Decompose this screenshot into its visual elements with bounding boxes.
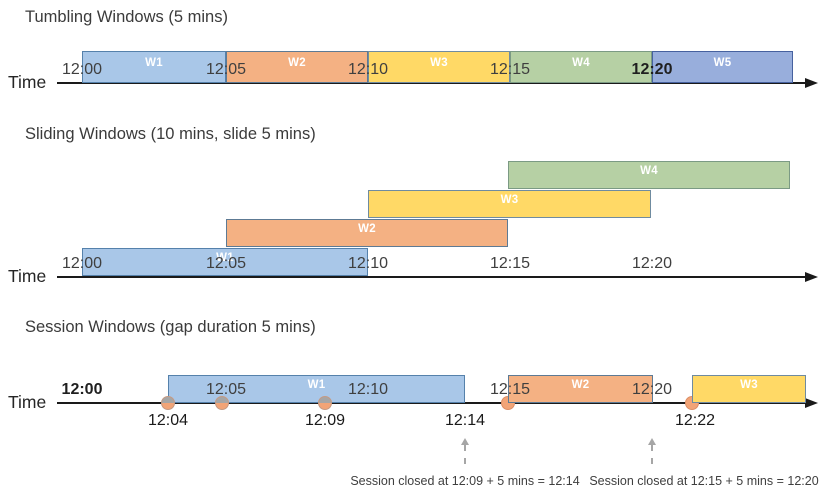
tick-label: 12:05 (205, 61, 247, 78)
time-axis-label: Time (8, 266, 47, 286)
window-bar-tumbling-w4: W4 (510, 51, 652, 83)
tick-label: 12:15 (489, 381, 531, 398)
window-bar-tumbling-w5: W5 (652, 51, 793, 83)
tick-label: 12:10 (347, 61, 389, 78)
time-axis (57, 82, 806, 84)
time-axis (57, 276, 806, 278)
window-bar-session-w3: W3 (692, 375, 806, 403)
tick-label: 12:20 (631, 255, 673, 272)
window-bar-label: W3 (430, 57, 448, 69)
tick-label: 12:00 (61, 61, 103, 78)
window-bar-label: W1 (145, 57, 163, 69)
arrow-dashed-tail (651, 445, 657, 464)
window-bar-sliding-w3: W3 (368, 190, 651, 218)
tick-label: 12:10 (347, 381, 389, 398)
section-title-sliding: Sliding Windows (10 mins, slide 5 mins) (25, 125, 316, 143)
window-bar-label: W1 (216, 252, 234, 264)
window-bar-session-w2: W2 (508, 375, 653, 403)
tick-label: 12:00 (61, 381, 103, 398)
arrow-up-head-icon (461, 438, 469, 445)
event-time-label: 12:22 (674, 412, 716, 429)
annotation-text: Session closed at 12:09 + 5 mins = 12:14 (350, 474, 580, 488)
event-dot (161, 396, 175, 410)
window-bar-label: W5 (713, 57, 732, 69)
axis-arrow-icon (805, 398, 818, 408)
window-bar-label: W2 (358, 223, 376, 235)
axis-arrow-icon (805, 272, 818, 282)
tick-label: 12:00 (61, 255, 103, 272)
tick-label: 12:10 (347, 255, 389, 272)
event-dot (318, 396, 332, 410)
event-dot (215, 396, 229, 410)
tick-label: 12:05 (205, 381, 247, 398)
window-bar-label: W2 (571, 379, 590, 391)
window-bar-sliding-w2: W2 (226, 219, 508, 247)
window-bar-label: W1 (307, 379, 326, 391)
time-axis-label: Time (8, 392, 47, 412)
tick-label: 12:05 (205, 255, 247, 272)
annotation-arrow-icon (647, 438, 657, 464)
window-bar-sliding-w4: W4 (508, 161, 790, 189)
window-bar-tumbling-w3: W3 (368, 51, 510, 83)
tick-label: 12:15 (489, 255, 531, 272)
tick-label: 12:20 (631, 61, 673, 78)
section-title-tumbling: Tumbling Windows (5 mins) (25, 8, 228, 26)
event-time-label: 12:14 (444, 412, 486, 429)
section-title-session: Session Windows (gap duration 5 mins) (25, 318, 316, 336)
window-bar-label: W3 (740, 379, 758, 391)
arrow-up-head-icon (648, 438, 656, 445)
annotation-text: Session closed at 12:15 + 5 mins = 12:20 (589, 474, 819, 488)
window-bar-tumbling-w1: W1 (82, 51, 226, 83)
axis-arrow-icon (805, 78, 818, 88)
annotation-arrow-icon (460, 438, 470, 464)
window-bar-tumbling-w2: W2 (226, 51, 368, 83)
event-time-label: 12:09 (304, 412, 346, 429)
time-axis (57, 402, 806, 404)
window-bar-label: W3 (500, 194, 519, 206)
window-bar-label: W2 (288, 57, 306, 69)
tick-label: 12:15 (489, 61, 531, 78)
arrow-dashed-tail (464, 445, 470, 464)
event-time-label: 12:04 (147, 412, 189, 429)
window-bar-label: W4 (572, 57, 590, 69)
time-axis-label: Time (8, 72, 47, 92)
window-bar-sliding-w1: W1 (82, 248, 368, 276)
window-bar-label: W4 (640, 165, 658, 177)
tick-label: 12:20 (631, 381, 673, 398)
